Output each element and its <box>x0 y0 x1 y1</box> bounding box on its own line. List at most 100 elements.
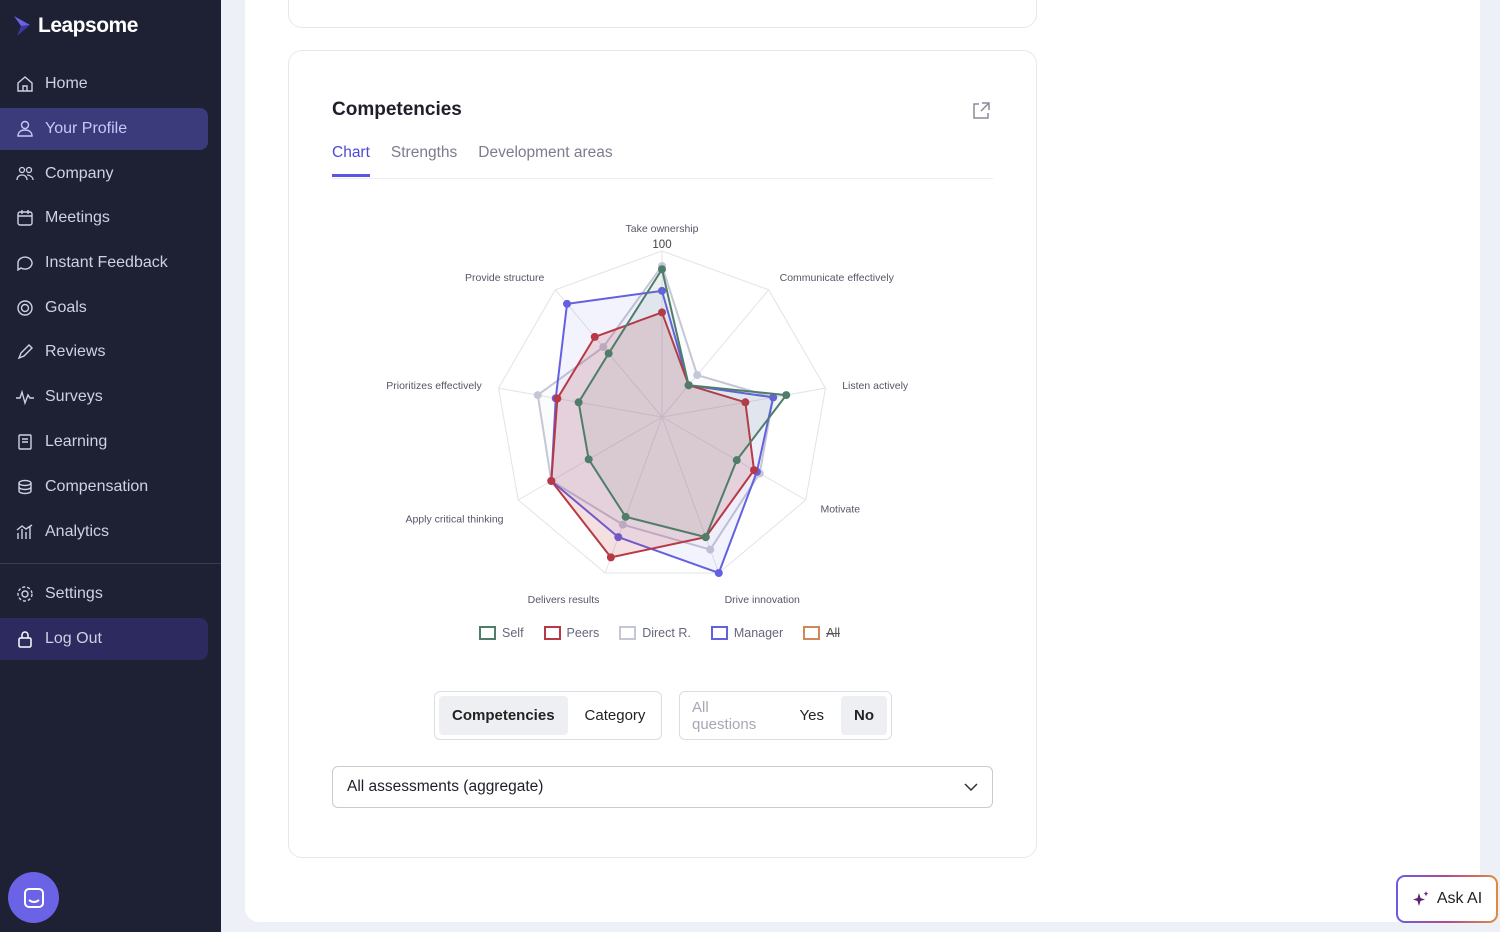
sidebar-item-surveys[interactable]: Surveys <box>0 376 208 418</box>
gear-icon <box>17 586 33 602</box>
data-point-self <box>782 391 791 400</box>
sidebar-item-label: Settings <box>45 585 103 602</box>
sidebar-item-label: Compensation <box>45 478 149 495</box>
sidebar-item-settings[interactable]: Settings <box>0 573 208 615</box>
logo-text: Leapsome <box>38 14 138 37</box>
legend-label: All <box>826 626 841 640</box>
legend-swatch <box>710 626 728 640</box>
sidebar: Leapsome Home Your Profile Company Meetings… <box>0 0 221 932</box>
analytics-icon <box>16 524 33 539</box>
sidebar-item-label: Instant Feedback <box>45 254 168 271</box>
tab-chart[interactable]: Chart <box>332 144 370 177</box>
data-point-manager <box>614 533 623 542</box>
pen-icon <box>17 344 33 360</box>
legend-label: Direct R. <box>642 626 691 640</box>
sidebar-item-instant-feedback[interactable]: Instant Feedback <box>0 242 208 284</box>
sidebar-divider <box>0 563 221 564</box>
sidebar-item-your-profile[interactable]: Your Profile <box>0 108 208 150</box>
ask-ai-button[interactable]: Ask AI <box>1396 875 1498 923</box>
data-point-peers <box>606 553 615 562</box>
assessment-select-value: All assessments (aggregate) <box>347 778 544 795</box>
sidebar-item-reviews[interactable]: Reviews <box>0 331 208 373</box>
sidebar-item-label: Meetings <box>45 209 110 226</box>
axis-label: Provide structure <box>465 272 545 284</box>
data-point-manager <box>769 393 778 402</box>
leapsome-logo-icon <box>14 16 30 36</box>
tab-strengths[interactable]: Strengths <box>390 144 458 161</box>
sidebar-item-label: Log Out <box>45 630 102 647</box>
sidebar-item-goals[interactable]: Goals <box>0 287 208 329</box>
data-point-peers <box>547 476 556 485</box>
legend-item-manager[interactable]: Manager <box>710 626 783 640</box>
legend-item-all[interactable]: All <box>803 626 840 640</box>
legend-label: Self <box>502 626 524 640</box>
sidebar-item-label: Your Profile <box>45 120 128 137</box>
series-directr-area <box>536 264 775 551</box>
home-icon <box>17 76 33 92</box>
sidebar-item-company[interactable]: Company <box>0 153 208 195</box>
data-point-manager <box>714 568 723 577</box>
tick-label: 100 <box>652 239 671 251</box>
data-point-directr <box>599 343 608 352</box>
assessment-select[interactable]: All assessments (aggregate) <box>332 766 993 808</box>
legend-swatch <box>619 626 637 640</box>
data-point-self <box>584 455 593 464</box>
tab-divider <box>332 178 993 179</box>
data-point-manager <box>563 299 572 308</box>
lock-icon <box>18 631 32 648</box>
data-point-manager <box>658 286 666 295</box>
sidebar-item-meetings[interactable]: Meetings <box>0 197 208 239</box>
questions-filter-toggle: All questions Yes No <box>679 691 892 740</box>
sidebar-item-compensation[interactable]: Compensation <box>0 466 208 508</box>
data-point-self <box>604 349 613 358</box>
competencies-card: Competencies Chart Strengths Development… <box>288 50 1037 858</box>
data-point-peers <box>741 398 750 407</box>
series-manager-area <box>550 289 775 574</box>
toggle-category[interactable]: Category <box>584 707 646 724</box>
axis-line <box>661 289 770 418</box>
calendar-icon <box>17 210 33 226</box>
legend-swatch <box>543 626 561 640</box>
target-icon <box>17 300 33 316</box>
toggle-all-questions[interactable]: All questions <box>692 698 757 733</box>
tab-development-areas[interactable]: Development areas <box>478 144 613 161</box>
sidebar-item-label: Analytics <box>45 523 110 540</box>
sidebar-item-label: Company <box>45 165 114 182</box>
sidebar-item-home[interactable]: Home <box>0 63 208 105</box>
toggle-no[interactable]: No <box>841 696 887 735</box>
sidebar-item-log-out[interactable]: Log Out <box>0 618 208 660</box>
legend-item-self[interactable]: Self <box>479 626 524 640</box>
data-point-peers <box>658 308 666 317</box>
sidebar-item-analytics[interactable]: Analytics <box>0 511 208 553</box>
legend-item-directr[interactable]: Direct R. <box>619 626 691 640</box>
data-point-directr <box>533 391 542 400</box>
data-point-self <box>732 456 741 465</box>
book-icon <box>18 434 32 450</box>
logo[interactable]: Leapsome <box>12 14 138 38</box>
pulse-icon <box>16 389 34 406</box>
chat-icon <box>17 256 33 272</box>
data-point-self <box>684 381 693 390</box>
series-peers-area <box>550 311 756 559</box>
toggle-competencies[interactable]: Competencies <box>439 696 568 735</box>
chat-launcher-button[interactable] <box>8 872 59 923</box>
legend-item-peers[interactable]: Peers <box>543 626 599 640</box>
data-point-peers <box>553 394 562 403</box>
previous-card <box>288 0 1037 28</box>
axis-label: Delivers results <box>528 594 600 606</box>
external-link-icon[interactable] <box>971 101 991 121</box>
toggle-yes[interactable]: Yes <box>799 707 824 724</box>
axis-label: Drive innovation <box>725 594 800 606</box>
sidebar-item-learning[interactable]: Learning <box>0 421 208 463</box>
sidebar-item-label: Learning <box>45 433 108 450</box>
sidebar-item-label: Surveys <box>45 388 103 405</box>
data-point-self <box>658 265 666 274</box>
axis-label: Communicate effectively <box>780 272 895 284</box>
data-point-self <box>621 512 630 521</box>
sparkle-icon <box>1412 891 1429 906</box>
data-point-directr <box>618 520 627 529</box>
data-point-peers <box>750 466 759 475</box>
legend-swatch <box>803 626 821 640</box>
axis-label: Listen actively <box>842 380 909 392</box>
coins-icon <box>18 479 32 495</box>
